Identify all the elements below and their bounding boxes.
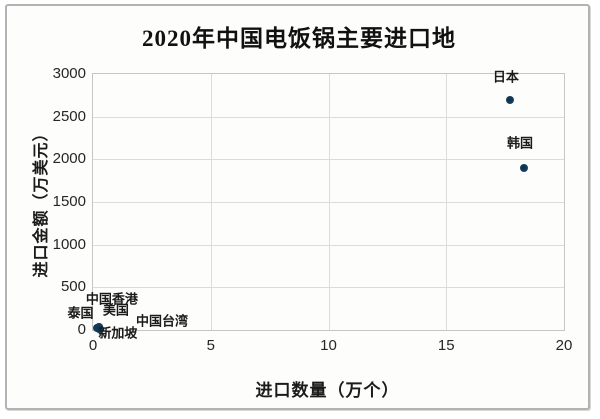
v-gridline [210,74,212,330]
y-tick-label: 0 [77,321,86,338]
data-point [94,325,103,334]
y-tick-label: 1500 [52,193,86,210]
data-point [505,95,514,104]
x-tick-label: 5 [206,337,215,354]
y-tick-label: 500 [60,278,86,296]
y-tick-label: 3000 [52,65,86,82]
data-point-label: 韩国 [506,135,533,151]
y-tick-label: 1000 [52,235,86,253]
x-tick-label: 10 [320,337,337,354]
x-tick-label: 20 [555,337,573,354]
data-point-label: 日本 [492,69,519,85]
v-gridline [328,74,330,330]
y-tick-label: 2000 [52,150,86,168]
plot-area: 0 500 1000 1500 2000 2500 3000 0 5 10 15 20 日本韩国中国香港… [53,65,573,354]
data-point [519,163,528,172]
v-gridline [446,74,448,330]
x-tick-label: 0 [88,337,98,354]
x-tick-label: 15 [437,337,455,354]
y-tick-label: 2500 [52,107,86,125]
data-point-label: 美国 [102,302,129,318]
x-axis-title: 进口数量（万个） [255,381,400,400]
data-point-label: 泰国 [67,305,94,321]
chart-title: 2020年中国电饭锅主要进口地 [142,26,456,51]
data-point-label: 中国香港 [85,291,138,307]
data-point-label: 中国台湾 [136,313,189,329]
data-point-label: 新加坡 [98,325,138,341]
